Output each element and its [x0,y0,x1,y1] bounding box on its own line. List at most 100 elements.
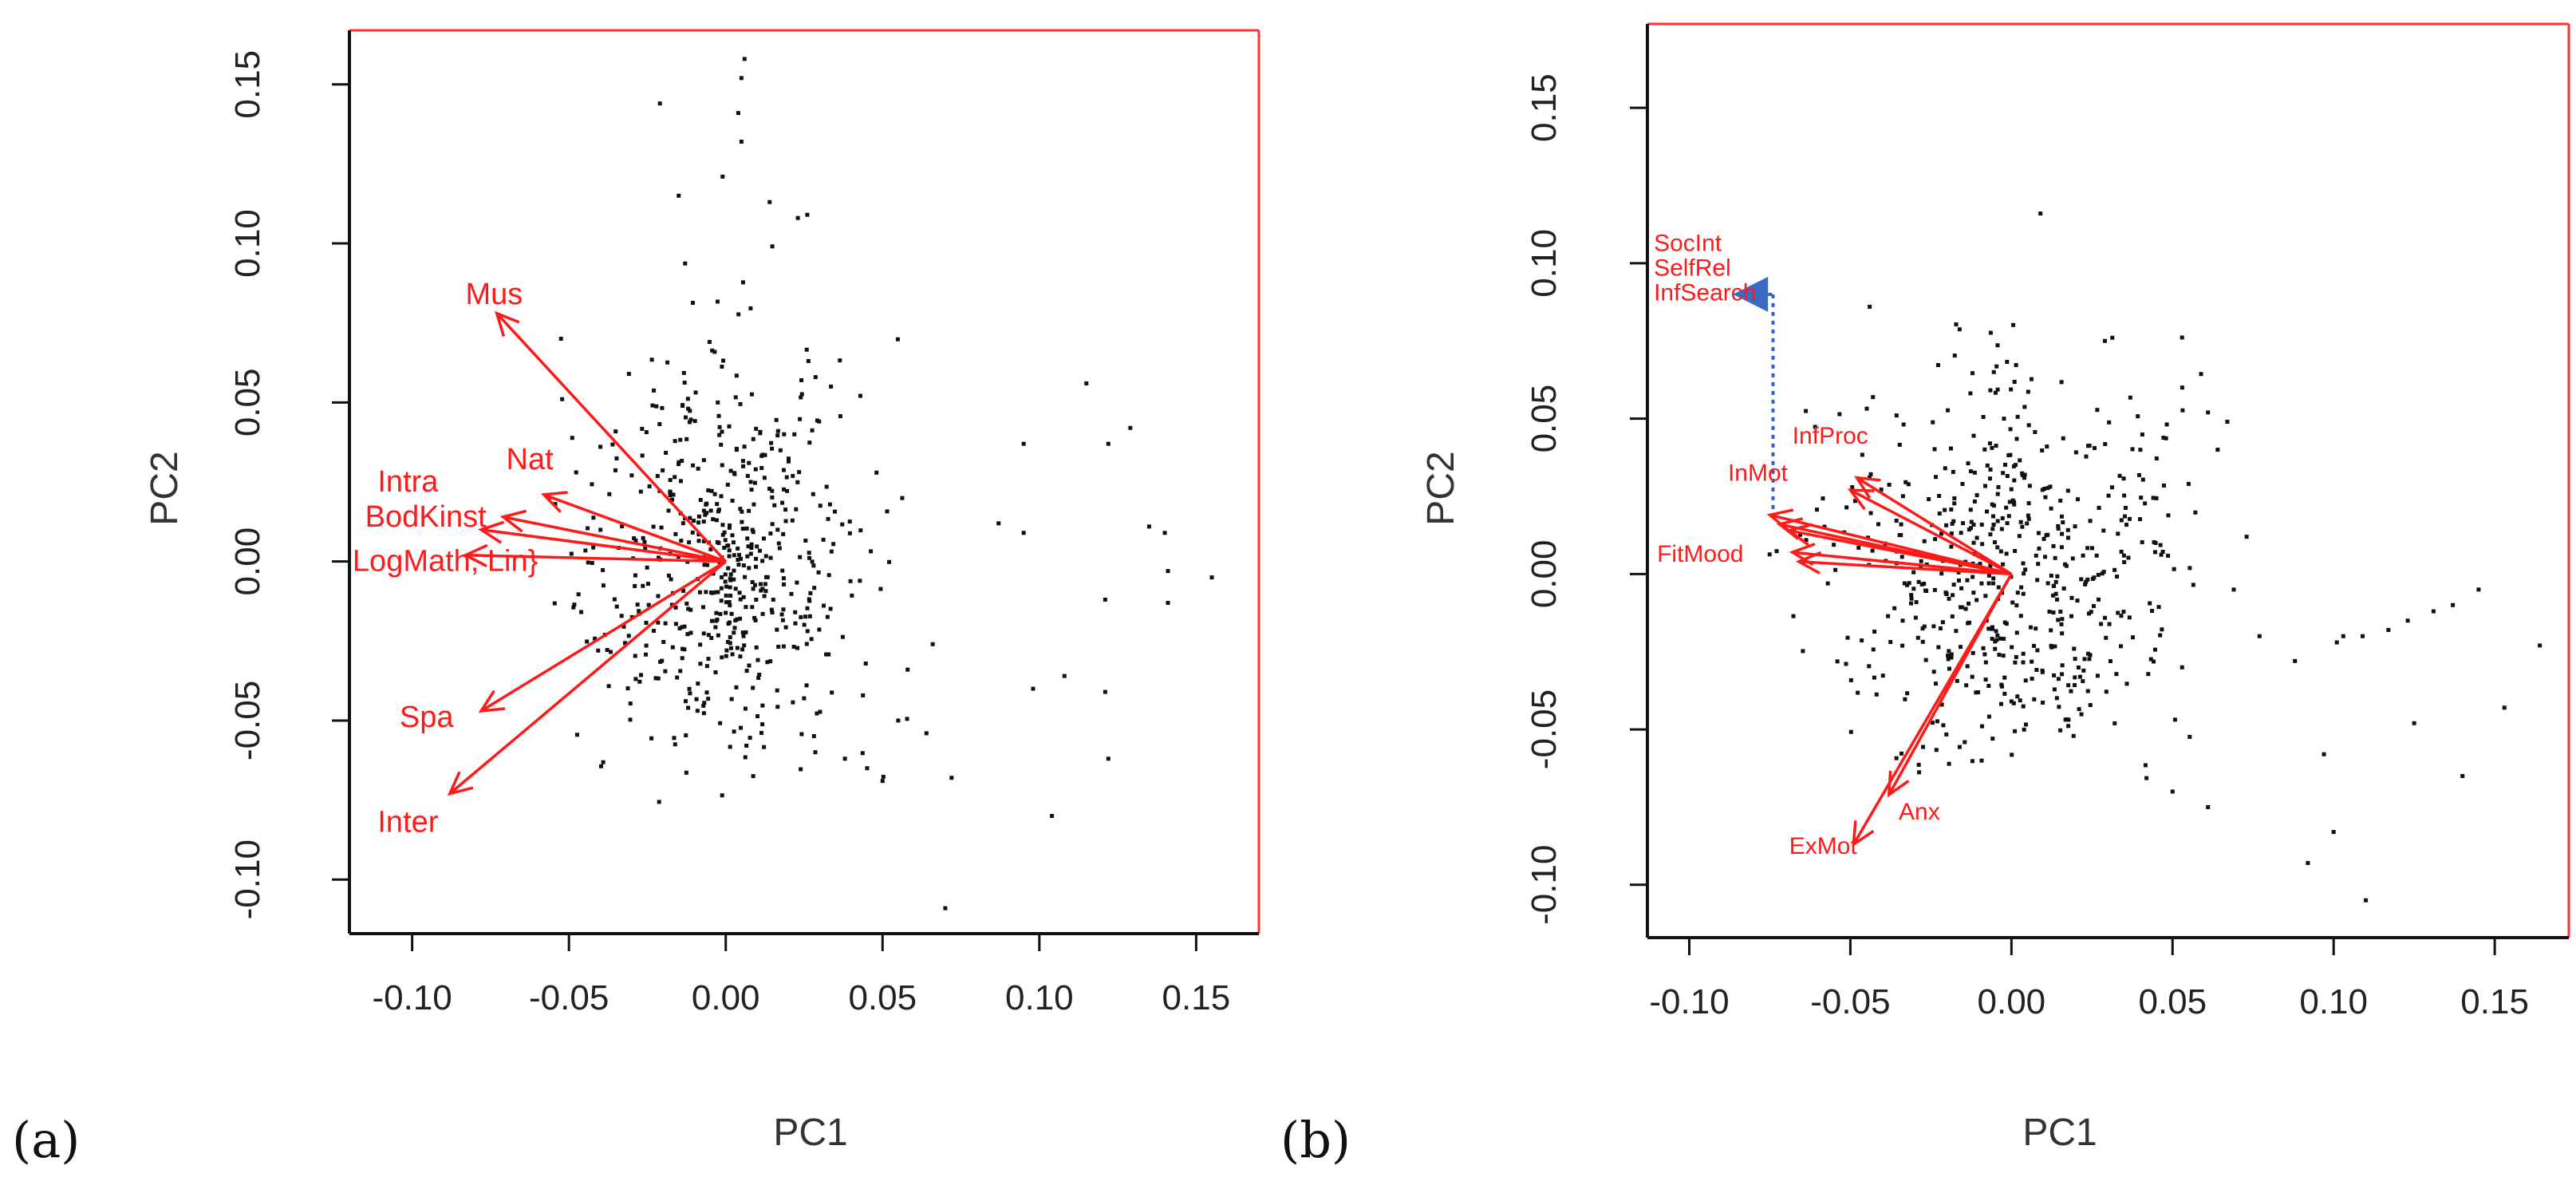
b-point [2121,553,2126,558]
a-point [669,577,673,582]
b-point [2045,581,2050,586]
b-point [1995,633,2000,638]
b-point [2049,506,2053,511]
b-point [1900,494,1905,499]
a-point [1050,814,1055,819]
b-point [2013,463,2018,468]
b-point [2152,550,2157,555]
b-point [2045,444,2049,449]
b-point [2386,627,2391,632]
b-point [1964,683,1969,688]
b-point [1981,646,1986,650]
b-point [2082,657,2087,662]
b-point [1949,655,1954,660]
b-point [1921,745,1926,749]
a-point [738,654,743,659]
a-point [672,736,677,741]
b-point [1930,721,1935,725]
a-point [668,490,673,495]
a-point [558,336,563,341]
a-point [757,548,762,553]
b-point [2114,672,2119,677]
a-point [863,662,868,666]
b-point [1984,509,1989,514]
b-label-inmot: InMot [1728,460,1789,487]
a-point [710,618,715,623]
a-point [827,502,832,507]
a-point [770,244,775,249]
b-point [2109,485,2114,490]
b-point [2088,653,2093,658]
b-point [2215,448,2220,452]
b-point [1997,653,2002,658]
a-y-tick-label: 0.10 [228,209,267,278]
a-point [818,504,823,508]
b-point [1995,492,2000,496]
a-point [579,610,584,614]
b-point [1946,657,1951,662]
a-point [751,774,755,779]
a-point [745,536,750,541]
a-point [633,538,638,543]
b-point [2002,691,2007,696]
b-point [2070,556,2075,561]
b-point [1991,576,1996,581]
a-point [645,565,649,570]
b-point [2041,701,2045,705]
a-point [676,462,680,467]
b-point [2027,484,2032,488]
a-point [816,570,821,575]
b-point [1856,545,1861,550]
a-point [724,600,728,605]
b-point [2022,571,2026,576]
b-point [2072,646,2077,651]
a-point [759,730,763,735]
a-point [728,578,733,583]
b-point [2053,579,2058,584]
a-point [1162,531,1167,535]
a-point [791,473,795,478]
b-point [1894,413,1899,418]
a-point [761,536,766,541]
b-point [2154,496,2159,500]
b-point [2334,640,2339,645]
b-point [1822,524,1827,529]
a-point [799,395,803,400]
a-point [656,676,661,681]
b-point [1899,522,1903,527]
a-point [725,482,730,487]
a-point [793,621,798,626]
a-point [752,615,757,620]
b-point [1923,658,1928,662]
b-point [1952,501,1957,506]
b-point [1951,593,1955,598]
a-point [740,630,745,635]
a-point [815,711,819,716]
b-point [1959,586,1964,591]
b-arrowhead-exmot [1852,820,1875,847]
a-point [680,656,684,661]
b-point [1952,496,1957,500]
a-point [905,717,909,721]
b-point [2073,675,2077,680]
b-point [1798,532,1803,537]
a-point [743,575,748,579]
b-point [1888,640,1893,645]
a-point [741,634,746,638]
b-point [2049,628,2053,633]
b-point [2101,570,2106,575]
b-point [1954,629,1959,634]
a-point [770,495,775,500]
a-point [777,546,782,551]
b-point [2010,498,2015,503]
panel-a-y-axis-title: PC2 [144,451,186,525]
b-point [1974,535,1979,540]
b-point [2117,473,2122,478]
b-point [2002,417,2006,421]
a-point [741,464,746,468]
a-point [678,479,683,484]
b-point [2104,689,2109,694]
b-label-fitmood: FitMood [1657,541,1743,567]
b-point [1940,620,1945,625]
a-point [745,554,750,559]
